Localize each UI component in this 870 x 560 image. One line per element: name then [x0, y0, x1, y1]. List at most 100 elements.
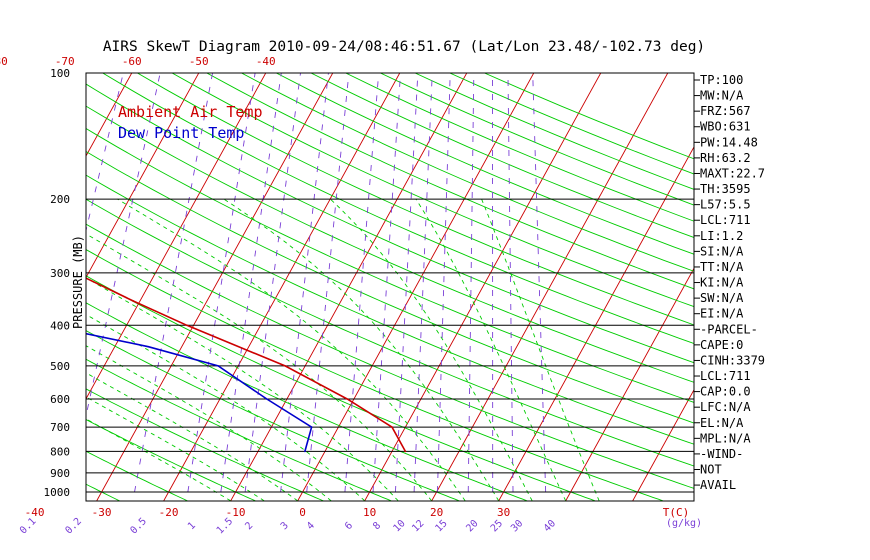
- mixing-ratio-label: 0.1: [18, 516, 39, 537]
- dry-adiabat-line: [136, 73, 694, 326]
- index-label: RH:63.2: [700, 151, 751, 165]
- ambient-air-temp-point: [391, 426, 393, 428]
- pressure-tick-label: 200: [50, 193, 70, 206]
- dry-adiabat-line: [240, 73, 694, 272]
- moist-adiabat-line: [223, 198, 500, 501]
- index-label: WBO:631: [700, 120, 751, 134]
- top-temp-tick-label: -40: [256, 55, 276, 68]
- mixing-ratio-axis-label: (g/kg): [666, 518, 702, 529]
- dry-adiabat-line: [86, 223, 694, 489]
- mixing-ratio-line: [306, 73, 350, 493]
- dew-point-temp-point: [217, 365, 219, 367]
- isotherm-line: [230, 73, 468, 501]
- mixing-ratio-label: 20: [464, 518, 480, 534]
- mixing-ratio-label: 2: [243, 520, 255, 532]
- dry-adiabat-line: [86, 330, 460, 501]
- isotherm-line: [163, 73, 401, 501]
- dry-adiabat-line: [86, 150, 694, 424]
- dry-adiabat-line: [101, 73, 694, 345]
- index-label: MAXT:22.7: [700, 166, 765, 180]
- index-label: CINH:3379: [700, 353, 765, 367]
- dry-adiabat-line: [86, 450, 188, 501]
- index-label: TH:3595: [700, 182, 751, 196]
- isotherm-line: [0, 54, 8, 501]
- bottom-temp-tick-label: 20: [430, 506, 443, 519]
- dry-adiabat-line: [86, 419, 256, 501]
- index-label: L57:5.5: [700, 198, 751, 212]
- index-label: TT:N/A: [700, 260, 744, 274]
- top-temp-tick-label: -60: [122, 55, 142, 68]
- mixing-ratio-label: 15: [433, 518, 449, 534]
- moist-adiabat-line: [86, 396, 265, 501]
- isotherm-line: [498, 145, 694, 501]
- index-label: PW:14.48: [700, 135, 758, 149]
- dry-adiabat-line: [171, 73, 694, 308]
- temp-axis-label: T(C): [663, 506, 690, 519]
- pressure-tick-label: 700: [50, 421, 70, 434]
- mixing-ratio-label: 6: [343, 520, 355, 532]
- bottom-temp-tick-label: -20: [159, 506, 179, 519]
- pressure-tick-label: 100: [50, 67, 70, 80]
- bottom-temp-tick-label: 0: [299, 506, 306, 519]
- dew-point-temp-point: [147, 345, 150, 348]
- index-label: LCL:711: [700, 213, 751, 227]
- pressure-tick-label: 800: [50, 445, 70, 458]
- pressure-tick-label: 600: [50, 393, 70, 406]
- mixing-ratio-label: 10: [391, 518, 407, 534]
- legend-ambient-air-temp: Ambient Air Temp: [118, 103, 263, 121]
- moist-adiabat-line: [86, 372, 298, 501]
- dry-adiabat-line: [205, 73, 694, 290]
- dry-adiabat-line: [86, 388, 324, 501]
- mixing-ratio-label: 12: [410, 518, 426, 534]
- mixing-ratio-lines: [86, 73, 547, 493]
- mixing-ratio-line: [280, 73, 329, 493]
- dry-adiabat-line: [448, 73, 694, 175]
- moist-adiabat-line: [86, 233, 433, 501]
- mixing-ratio-label: 25: [489, 518, 505, 534]
- sounding-series: [86, 277, 407, 453]
- isotherm-line: [86, 73, 267, 400]
- ambient-air-temp-point: [132, 300, 135, 302]
- mixing-ratio-line: [244, 73, 301, 493]
- moist-adiabat-line: [86, 313, 366, 501]
- pressure-tick-label: 1000: [44, 486, 71, 499]
- pressure-tick-label: 400: [50, 319, 70, 332]
- moist-adiabat-lines: [86, 198, 600, 501]
- ambient-air-temp-point: [186, 324, 188, 327]
- pressure-tick-label: 300: [50, 267, 70, 280]
- pressure-tick-label: 900: [50, 467, 70, 480]
- mixing-ratio-label: 30: [509, 518, 525, 534]
- pressure-tick-label: 500: [50, 360, 70, 373]
- mixing-ratio-label: 8: [371, 520, 383, 532]
- mixing-ratio-label: 0.5: [128, 516, 149, 537]
- bottom-temp-tick-label: 30: [497, 506, 510, 519]
- bottom-temp-tick-label: -40: [25, 506, 45, 519]
- ambient-air-temp-point: [346, 398, 348, 400]
- dry-adiabat-line: [86, 358, 392, 501]
- index-label: NOT: [700, 463, 722, 477]
- mixing-ratio-line: [86, 73, 161, 418]
- top-temp-tick-label: -50: [189, 55, 209, 68]
- y-axis-label: PRESSURE (MB): [71, 235, 85, 329]
- index-label: EL:N/A: [700, 416, 744, 430]
- isotherm-line: [565, 267, 694, 501]
- index-label: -PARCEL-: [700, 322, 758, 336]
- pressure-gridlines: [86, 72, 694, 493]
- mixing-ratio-label: 3: [279, 520, 291, 532]
- dry-adiabat-line: [86, 105, 694, 383]
- ambient-air-temp-point: [284, 365, 286, 367]
- mixing-ratio-line: [187, 73, 256, 493]
- bottom-temp-tick-label: -10: [226, 506, 246, 519]
- dry-adiabat-line: [0, 54, 52, 501]
- mixing-ratio-label: 4: [305, 520, 317, 532]
- dry-adiabat-line: [275, 73, 694, 255]
- index-label: LI:1.2: [700, 229, 743, 243]
- chart-title: AIRS SkewT Diagram 2010-09-24/08:46:51.6…: [103, 39, 705, 55]
- index-label: LCL:711: [700, 369, 751, 383]
- moist-adiabat-line: [117, 198, 466, 501]
- mixing-ratio-line: [344, 73, 380, 493]
- moist-adiabat-line: [481, 198, 600, 501]
- mixing-ratio-label: 0.2: [63, 516, 84, 537]
